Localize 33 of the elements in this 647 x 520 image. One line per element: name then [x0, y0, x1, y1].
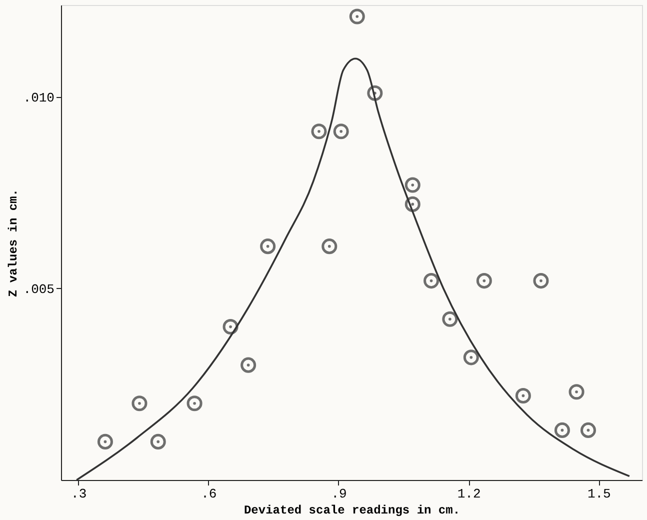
x-tick-label: .6	[201, 486, 217, 502]
point	[554, 422, 570, 438]
point	[404, 196, 420, 212]
point	[240, 357, 256, 373]
point	[424, 273, 440, 289]
point	[132, 396, 148, 412]
point	[533, 273, 549, 289]
point	[580, 422, 596, 438]
point	[150, 434, 166, 450]
point	[476, 273, 492, 289]
point	[404, 177, 420, 193]
point	[186, 396, 202, 412]
x-tick-label: 1.5	[587, 486, 611, 502]
point	[367, 85, 383, 101]
point	[260, 238, 276, 254]
point	[97, 434, 113, 450]
point	[322, 238, 338, 254]
x-axis-title: Deviated scale readings in cm.	[244, 504, 460, 518]
x-tick-label: 1.2	[457, 486, 481, 502]
point	[442, 311, 458, 327]
y-tick-label: .005	[23, 282, 54, 297]
point	[311, 124, 327, 140]
point	[222, 319, 238, 335]
y-tick-label: .010	[23, 90, 54, 106]
point	[333, 124, 349, 140]
y-axis-title: Z values in cm.	[6, 188, 20, 298]
x-tick-label: .3	[71, 486, 87, 502]
line-series	[76, 58, 630, 480]
point	[515, 388, 531, 404]
point	[349, 8, 365, 24]
point	[463, 350, 479, 366]
point	[568, 384, 584, 400]
x-tick-label: .9	[331, 486, 347, 502]
